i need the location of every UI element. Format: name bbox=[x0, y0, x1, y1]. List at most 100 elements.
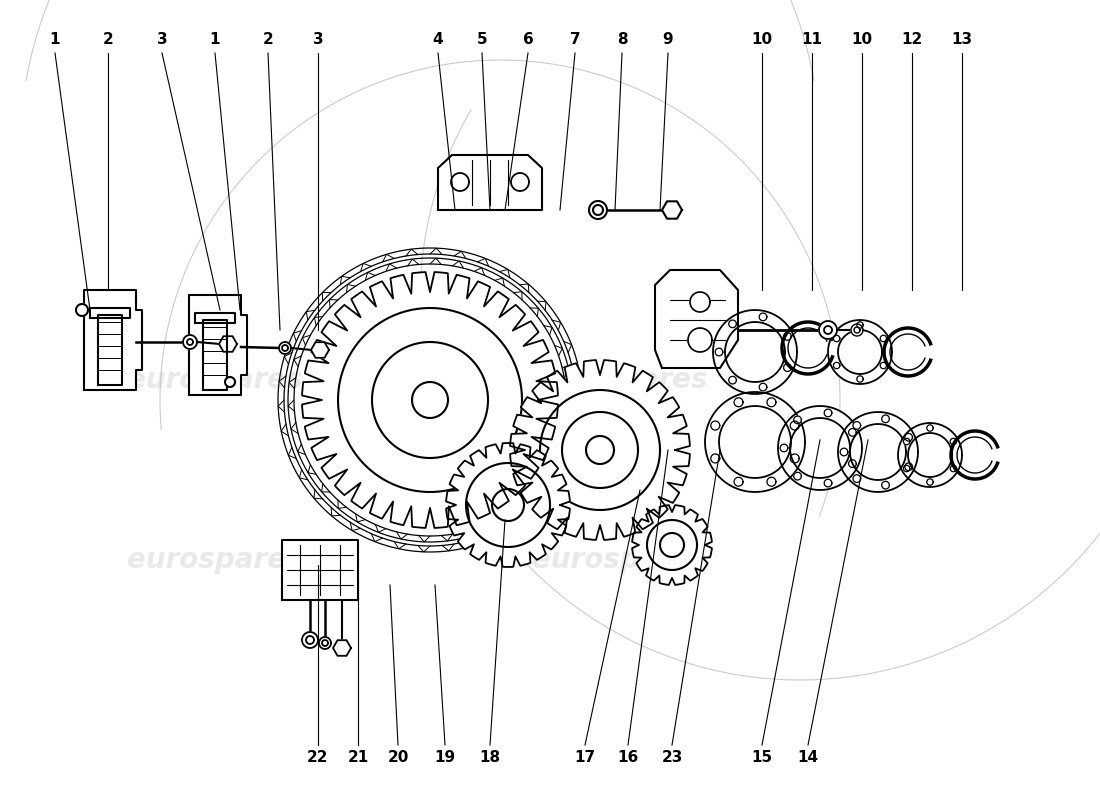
Polygon shape bbox=[647, 520, 697, 570]
Polygon shape bbox=[852, 422, 860, 430]
Polygon shape bbox=[759, 383, 767, 391]
Polygon shape bbox=[690, 292, 710, 312]
Polygon shape bbox=[338, 308, 522, 492]
Polygon shape bbox=[728, 376, 736, 384]
Polygon shape bbox=[950, 438, 957, 445]
Polygon shape bbox=[950, 466, 957, 472]
Text: eurospares: eurospares bbox=[128, 546, 303, 574]
Polygon shape bbox=[189, 295, 248, 395]
Text: eurospares: eurospares bbox=[128, 366, 303, 394]
Text: 12: 12 bbox=[901, 33, 923, 47]
Text: 23: 23 bbox=[661, 750, 683, 766]
Polygon shape bbox=[882, 415, 890, 422]
Polygon shape bbox=[632, 505, 712, 585]
Polygon shape bbox=[927, 425, 933, 431]
Polygon shape bbox=[713, 310, 798, 394]
Polygon shape bbox=[734, 398, 742, 406]
Polygon shape bbox=[451, 173, 469, 191]
Polygon shape bbox=[84, 290, 142, 390]
Polygon shape bbox=[794, 416, 802, 424]
Polygon shape bbox=[279, 342, 292, 354]
Text: 3: 3 bbox=[312, 33, 323, 47]
Text: 1: 1 bbox=[210, 33, 220, 47]
Polygon shape bbox=[824, 409, 832, 417]
Text: 16: 16 bbox=[617, 750, 639, 766]
Polygon shape bbox=[438, 155, 542, 210]
Polygon shape bbox=[898, 423, 962, 487]
Text: 3: 3 bbox=[156, 33, 167, 47]
Polygon shape bbox=[319, 637, 331, 649]
Text: 22: 22 bbox=[307, 750, 329, 766]
Text: 10: 10 bbox=[851, 33, 872, 47]
Polygon shape bbox=[705, 392, 805, 492]
Text: 4: 4 bbox=[432, 33, 443, 47]
Polygon shape bbox=[195, 313, 235, 323]
Text: 1: 1 bbox=[50, 33, 60, 47]
Polygon shape bbox=[302, 272, 558, 528]
Polygon shape bbox=[790, 421, 800, 430]
Text: 8: 8 bbox=[617, 33, 627, 47]
Text: 11: 11 bbox=[802, 33, 823, 47]
Polygon shape bbox=[466, 463, 550, 547]
Polygon shape bbox=[903, 438, 910, 445]
Polygon shape bbox=[834, 362, 839, 369]
Polygon shape bbox=[824, 479, 832, 487]
Polygon shape bbox=[828, 320, 892, 384]
Polygon shape bbox=[852, 474, 860, 482]
Text: 20: 20 bbox=[387, 750, 409, 766]
Text: 14: 14 bbox=[798, 750, 818, 766]
Text: eurospares: eurospares bbox=[532, 366, 707, 394]
Polygon shape bbox=[226, 377, 235, 387]
Text: 5: 5 bbox=[476, 33, 487, 47]
Polygon shape bbox=[510, 360, 690, 540]
Polygon shape bbox=[98, 315, 122, 385]
Polygon shape bbox=[794, 472, 802, 480]
Polygon shape bbox=[882, 482, 890, 489]
Text: 7: 7 bbox=[570, 33, 581, 47]
Polygon shape bbox=[711, 454, 719, 463]
Polygon shape bbox=[767, 478, 775, 486]
Polygon shape bbox=[783, 364, 791, 371]
Polygon shape bbox=[204, 320, 227, 390]
Text: 17: 17 bbox=[574, 750, 595, 766]
Polygon shape bbox=[880, 362, 887, 369]
Polygon shape bbox=[183, 335, 197, 349]
Polygon shape bbox=[848, 429, 856, 436]
Polygon shape bbox=[715, 348, 723, 356]
Polygon shape bbox=[840, 448, 848, 456]
Polygon shape bbox=[851, 324, 864, 336]
Polygon shape bbox=[857, 322, 864, 328]
Polygon shape bbox=[90, 308, 130, 318]
Text: 2: 2 bbox=[102, 33, 113, 47]
Polygon shape bbox=[76, 304, 88, 316]
Polygon shape bbox=[711, 421, 719, 430]
Text: 19: 19 bbox=[434, 750, 455, 766]
Polygon shape bbox=[282, 540, 358, 600]
Text: 18: 18 bbox=[480, 750, 501, 766]
Polygon shape bbox=[905, 463, 913, 470]
Polygon shape bbox=[820, 321, 837, 339]
Polygon shape bbox=[857, 376, 864, 382]
Polygon shape bbox=[880, 335, 887, 342]
Polygon shape bbox=[654, 270, 738, 368]
Polygon shape bbox=[688, 328, 712, 352]
Text: eurospares: eurospares bbox=[532, 546, 707, 574]
Polygon shape bbox=[790, 454, 800, 463]
Text: 13: 13 bbox=[952, 33, 972, 47]
Text: 2: 2 bbox=[263, 33, 274, 47]
Polygon shape bbox=[662, 202, 682, 218]
Polygon shape bbox=[778, 406, 862, 490]
Polygon shape bbox=[728, 320, 736, 328]
Polygon shape bbox=[927, 479, 933, 485]
Polygon shape bbox=[834, 335, 839, 342]
Polygon shape bbox=[759, 313, 767, 321]
Polygon shape bbox=[903, 466, 910, 472]
Text: 6: 6 bbox=[522, 33, 534, 47]
Polygon shape bbox=[783, 333, 791, 340]
Polygon shape bbox=[780, 444, 788, 452]
Text: 15: 15 bbox=[751, 750, 772, 766]
Polygon shape bbox=[219, 336, 236, 352]
Polygon shape bbox=[333, 640, 351, 656]
Polygon shape bbox=[512, 173, 529, 191]
Polygon shape bbox=[302, 632, 318, 648]
